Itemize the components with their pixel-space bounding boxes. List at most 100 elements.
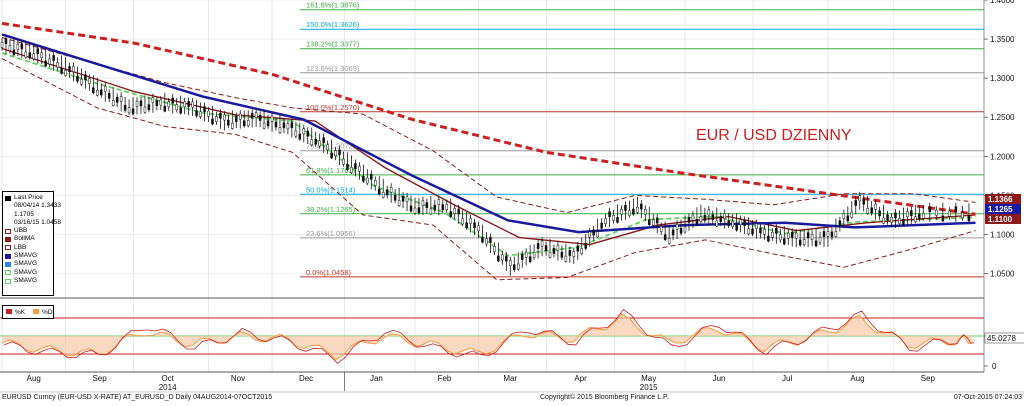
price-candle-body bbox=[461, 218, 464, 225]
price-candle-body bbox=[195, 110, 198, 117]
fibonacci-label: 161.8%(1.3876) bbox=[306, 1, 360, 10]
price-candle-body bbox=[473, 222, 476, 229]
price-candle-body bbox=[318, 140, 321, 147]
legend-item: SMAVG bbox=[5, 252, 51, 260]
price-candle-body bbox=[60, 68, 63, 74]
price-candle-body bbox=[322, 137, 325, 144]
price-candle-body bbox=[342, 158, 345, 165]
price-candle-body bbox=[604, 218, 607, 224]
price-candle-body bbox=[854, 200, 858, 206]
chart-title: EUR / USD DZIENNY bbox=[696, 127, 852, 144]
price-candle-body bbox=[600, 222, 603, 229]
price-candle-body bbox=[612, 215, 615, 221]
price-candle-body bbox=[107, 92, 111, 99]
price-candle-body bbox=[967, 215, 971, 222]
price-candle-body bbox=[918, 213, 921, 220]
price-candle-body bbox=[421, 200, 425, 207]
price-candle-body bbox=[834, 231, 838, 237]
price-candle-body bbox=[954, 206, 958, 213]
price-candle-body bbox=[92, 87, 95, 94]
price-candle-body bbox=[143, 106, 147, 113]
price-candle-body bbox=[572, 251, 576, 257]
last-price-label: 1.1100 bbox=[988, 215, 1013, 224]
price-candle-body bbox=[4, 38, 8, 45]
price-candle-body bbox=[306, 130, 310, 137]
price-candle-body bbox=[509, 260, 512, 266]
price-candle-body bbox=[302, 128, 306, 135]
legend-k: %K bbox=[6, 308, 25, 316]
price-candle-body bbox=[787, 232, 790, 239]
price-candle-body bbox=[497, 255, 500, 262]
price-candle-body bbox=[715, 220, 719, 227]
upper-bollinger-band bbox=[1, 37, 976, 214]
fibonacci-label: 38.2%(1.1265) bbox=[306, 205, 356, 214]
price-candle-body bbox=[711, 214, 715, 221]
price-candle-body bbox=[250, 112, 254, 119]
price-candle-body bbox=[846, 215, 850, 222]
price-candle-body bbox=[278, 127, 282, 133]
price-candle-body bbox=[775, 227, 778, 234]
price-candle-body bbox=[628, 210, 631, 216]
price-candle-body bbox=[56, 62, 59, 68]
price-candle-body bbox=[370, 173, 373, 180]
price-candle-body bbox=[298, 133, 302, 140]
price-candle-body bbox=[596, 231, 599, 238]
legend-item-label: BollMA bbox=[14, 235, 35, 243]
price-candle-body bbox=[103, 85, 107, 92]
price-candle-body bbox=[294, 130, 298, 137]
price-candle-body bbox=[751, 228, 754, 235]
price-candle-body bbox=[286, 123, 290, 130]
price-candle-body bbox=[413, 207, 417, 214]
price-candle-body bbox=[941, 215, 945, 222]
legend-items: UBB BollMA LBB SMAVG SMAVG SMAVG SMAVG bbox=[5, 227, 51, 285]
legend-line-text: 03/16/15 1.0458 bbox=[14, 218, 61, 226]
price-candle-body bbox=[910, 210, 913, 216]
fibonacci-label: 138.2%(1.3377) bbox=[306, 40, 360, 49]
price-candle-body bbox=[663, 234, 667, 241]
price-candle-body bbox=[648, 219, 651, 225]
fibonacci-label: 50.0%(1.1514) bbox=[306, 185, 356, 194]
legend-item-label: SMAVG bbox=[14, 268, 37, 276]
legend-swatch-icon bbox=[5, 278, 11, 284]
fibonacci-label: 0.0%(1.0458) bbox=[306, 268, 352, 277]
price-candle-body bbox=[246, 120, 250, 126]
price-candle-body bbox=[928, 206, 932, 213]
price-candle-body bbox=[477, 225, 480, 232]
osc-y-tick-label: 0 bbox=[992, 362, 997, 371]
price-candle-body bbox=[179, 107, 182, 114]
y-tick-label: 1.3000 bbox=[990, 74, 1015, 83]
price-candle-body bbox=[139, 100, 143, 107]
legend-item-label: LBB bbox=[14, 243, 27, 251]
price-candle-body bbox=[123, 104, 127, 111]
legend-line: 08/04/14 1.3433 bbox=[5, 202, 61, 210]
price-candle-body bbox=[437, 199, 441, 205]
price-candle-body bbox=[171, 97, 175, 104]
fibonacci-label: 100.0%(1.2570) bbox=[306, 103, 360, 112]
price-candle-body bbox=[115, 96, 119, 103]
legend-d-label: %D bbox=[42, 308, 53, 316]
price-candle-body bbox=[358, 165, 361, 172]
price-candle-body bbox=[151, 97, 155, 103]
price-candle-body bbox=[798, 239, 802, 246]
price-candle-body bbox=[731, 221, 734, 227]
y-tick-label: 1.4000 bbox=[990, 0, 1015, 5]
price-candle-body bbox=[147, 104, 151, 111]
price-candle-body bbox=[679, 227, 683, 234]
price-candle-body bbox=[24, 51, 28, 58]
price-candle-body bbox=[699, 216, 703, 223]
x-tick-label: Sep bbox=[92, 374, 107, 383]
price-candle-body bbox=[366, 177, 369, 184]
price-candle-body bbox=[362, 175, 365, 182]
price-candle-body bbox=[290, 122, 294, 128]
legend-item: SMAVG bbox=[5, 277, 51, 285]
price-candle-body bbox=[505, 255, 508, 262]
price-candle-body bbox=[52, 55, 55, 61]
x-tick-label: Jun bbox=[713, 374, 726, 383]
price-candle-body bbox=[914, 216, 917, 223]
price-legend: Last Price 08/04/14 1.3433 1.1705 03/16/… bbox=[2, 191, 61, 296]
price-candle-body bbox=[882, 217, 885, 224]
price-candle-body bbox=[902, 219, 905, 225]
y-tick-label: 1.2500 bbox=[990, 113, 1015, 122]
legend-d: %D bbox=[33, 308, 53, 316]
